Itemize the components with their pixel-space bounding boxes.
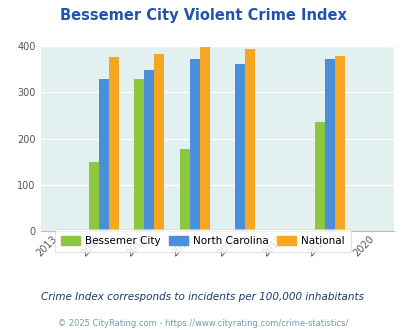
Bar	[244, 49, 254, 231]
Bar	[109, 57, 119, 231]
Text: © 2025 CityRating.com - https://www.cityrating.com/crime-statistics/: © 2025 CityRating.com - https://www.city…	[58, 319, 347, 328]
Bar	[179, 149, 189, 231]
Text: Bessemer City Violent Crime Index: Bessemer City Violent Crime Index	[60, 8, 345, 23]
Bar	[335, 56, 345, 231]
Bar	[234, 64, 244, 231]
Bar	[134, 80, 144, 231]
Bar	[99, 79, 109, 231]
Bar	[154, 53, 164, 231]
Bar	[199, 47, 209, 231]
Legend: Bessemer City, North Carolina, National: Bessemer City, North Carolina, National	[55, 229, 350, 252]
Text: Crime Index corresponds to incidents per 100,000 inhabitants: Crime Index corresponds to incidents per…	[41, 292, 364, 302]
Bar	[315, 122, 325, 231]
Bar	[144, 70, 154, 231]
Bar	[325, 59, 335, 231]
Bar	[89, 162, 99, 231]
Bar	[189, 59, 199, 231]
